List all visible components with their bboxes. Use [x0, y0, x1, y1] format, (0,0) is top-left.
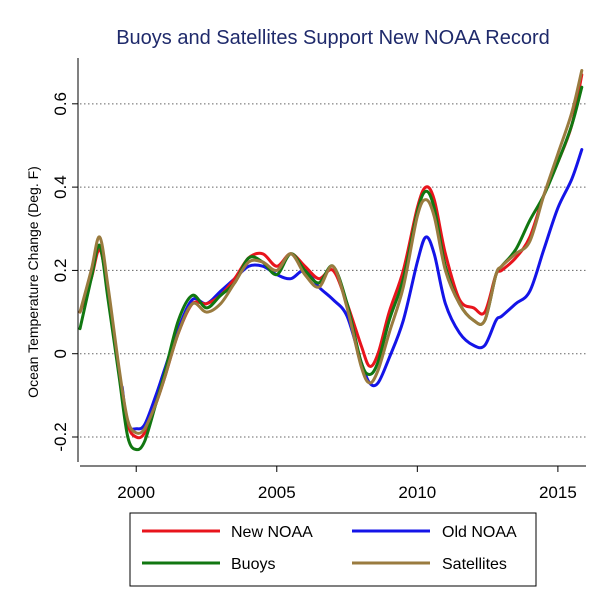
y-tick-label: 0.4 [51, 175, 70, 199]
legend-box [129, 512, 537, 587]
y-tick-label: 0.6 [51, 92, 70, 116]
x-tick-label: 2015 [539, 483, 577, 502]
series-line-satellites [78, 69, 584, 435]
x-tick-label: 2005 [258, 483, 296, 502]
legend-label: Satellites [442, 556, 507, 573]
series-line-new-noaa [78, 73, 584, 440]
y-ticks: -0.2 0 0.2 0.4 0.6 [51, 92, 78, 452]
legend: New NOAA Old NOAA Buoys Satellites [129, 512, 537, 587]
series-lines [78, 69, 584, 452]
axes [77, 58, 586, 467]
legend-label: Old NOAA [442, 524, 517, 541]
legend-label: Buoys [231, 556, 275, 573]
y-axis-label: Ocean Temperature Change (Deg. F) [25, 166, 41, 398]
y-tick-label: 0 [51, 349, 70, 358]
y-tick-label: -0.2 [51, 422, 70, 451]
x-ticks: 2000 2005 2010 2015 [117, 466, 577, 502]
legend-label: New NOAA [231, 524, 313, 541]
chart-title: Buoys and Satellites Support New NOAA Re… [116, 27, 550, 49]
series-line-old-noaa [120, 148, 584, 431]
x-tick-label: 2000 [117, 483, 155, 502]
y-tick-label: 0.2 [51, 259, 70, 283]
x-tick-label: 2010 [398, 483, 436, 502]
